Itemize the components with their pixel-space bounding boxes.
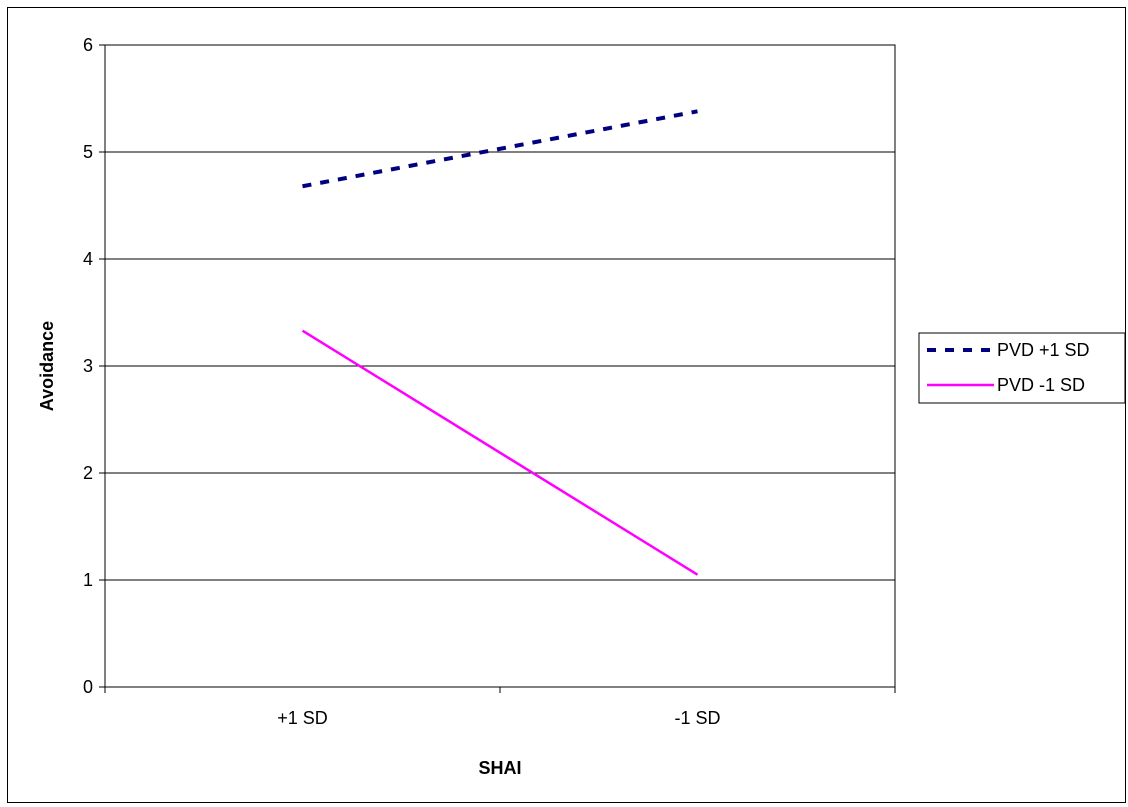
- y-tick-label: 1: [83, 570, 93, 590]
- series-line-1: [301, 329, 699, 576]
- y-tick-label: 3: [83, 356, 93, 376]
- legend: PVD +1 SD PVD -1 SD: [918, 332, 1126, 404]
- legend-label: PVD +1 SD: [997, 340, 1090, 360]
- gridlines: [105, 44, 895, 581]
- y-tick-label: 2: [83, 463, 93, 483]
- y-axis-title: Avoidance: [37, 321, 57, 411]
- axes: 0 1 2 3 4 5 6 +1 SD -1 SD: [83, 35, 896, 728]
- y-tick-label: 0: [83, 677, 93, 697]
- x-tick-label: -1 SD: [674, 708, 720, 728]
- x-tick-label: +1 SD: [277, 708, 328, 728]
- y-tick-label: 4: [83, 249, 93, 269]
- series-lines: [301, 109, 699, 576]
- y-tick-label: 5: [83, 142, 93, 162]
- y-tick-label: 6: [83, 35, 93, 55]
- legend-box: [918, 332, 1126, 404]
- legend-label: PVD -1 SD: [997, 375, 1085, 395]
- series-line-0: [302, 109, 698, 189]
- x-axis-title: SHAI: [478, 758, 521, 778]
